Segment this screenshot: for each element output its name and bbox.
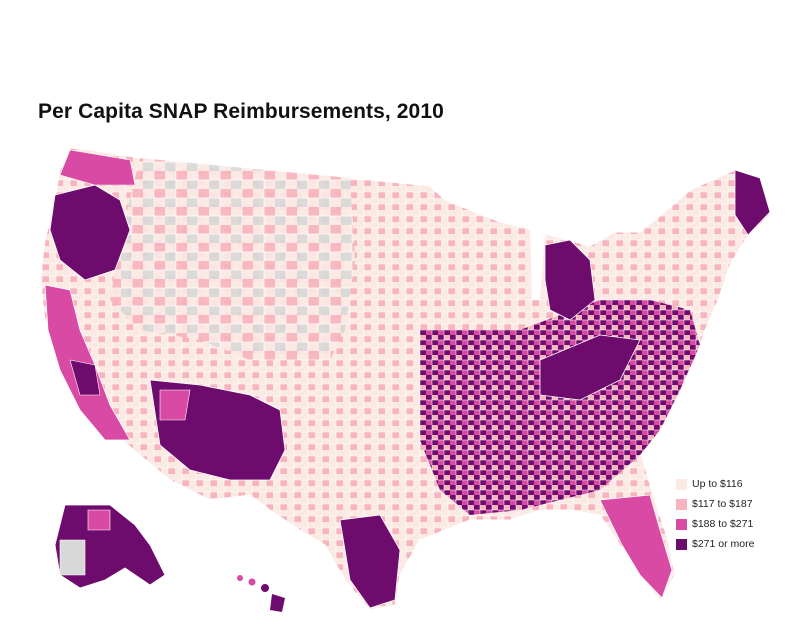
western-region: [110, 158, 355, 360]
michigan-region: [544, 239, 596, 321]
legend-item: Up to $116: [676, 474, 754, 494]
legend-swatch: [676, 478, 687, 490]
county-choropleth-map: [39, 147, 771, 612]
appalachia-region: [539, 334, 641, 401]
legend-label: $117 to $187: [692, 498, 753, 510]
alaska-nodata-patch: [59, 539, 86, 576]
legend-item: $188 to $271: [676, 514, 754, 534]
legend-item: $271 or more: [676, 534, 754, 554]
legend-swatch: [676, 518, 687, 530]
florida-region: [599, 494, 673, 599]
south-texas-region: [339, 514, 401, 609]
map-title: Per Capita SNAP Reimbursements, 2010: [38, 100, 444, 123]
california-region: [44, 284, 131, 441]
map-legend: Up to $116 $117 to $187 $188 to $271 $27…: [676, 474, 754, 554]
southwest-county-patch: [159, 389, 191, 421]
california-county-patch: [69, 359, 101, 396]
legend-swatch: [676, 498, 687, 510]
alaska-county-patch: [87, 509, 111, 531]
legend-item: $117 to $187: [676, 494, 754, 514]
southeast-region: [420, 300, 700, 515]
legend-label: Up to $116: [692, 478, 743, 490]
great-lakes: [530, 225, 545, 300]
maine-region: [734, 169, 771, 236]
hawaii-shape: [237, 575, 285, 612]
legend-label: $188 to $271: [692, 518, 754, 530]
legend-label: $271 or more: [692, 538, 755, 550]
washington-patch: [59, 149, 136, 186]
pacific-northwest-region: [49, 184, 131, 281]
legend-swatch: [676, 538, 687, 550]
